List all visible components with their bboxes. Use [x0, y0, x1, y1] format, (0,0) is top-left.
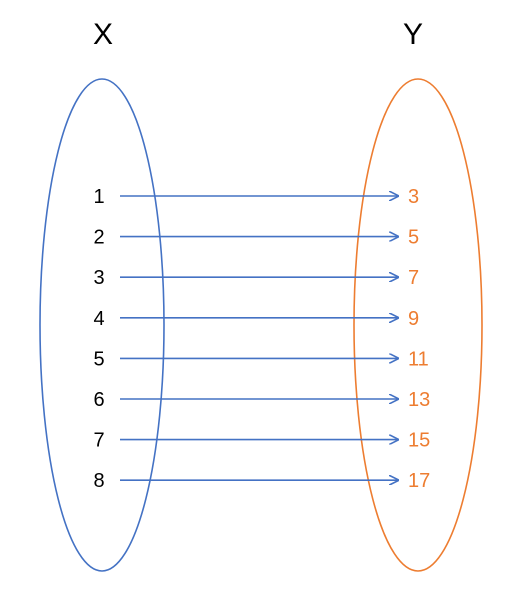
domain-element: 8 — [93, 470, 104, 492]
mapping-rows: 1 32 53 74 95 116 137 158 17 — [93, 186, 430, 492]
codomain-element: 17 — [408, 470, 430, 492]
codomain-element: 3 — [408, 186, 419, 208]
domain-element: 6 — [93, 389, 104, 411]
set-x-ellipse — [39, 78, 165, 572]
set-x-title: X — [93, 18, 113, 51]
domain-element: 5 — [93, 348, 104, 370]
domain-element: 7 — [93, 430, 104, 452]
codomain-element: 7 — [408, 267, 419, 289]
codomain-element: 9 — [408, 308, 419, 330]
domain-element: 1 — [93, 186, 104, 208]
codomain-element: 15 — [408, 430, 430, 452]
codomain-element: 13 — [408, 389, 430, 411]
domain-element: 3 — [93, 267, 104, 289]
codomain-element: 11 — [408, 348, 429, 370]
set-y-ellipse — [353, 78, 483, 572]
domain-element: 4 — [93, 308, 104, 330]
codomain-element: 5 — [408, 227, 419, 249]
domain-element: 2 — [93, 227, 104, 249]
set-y-title: Y — [403, 18, 423, 51]
